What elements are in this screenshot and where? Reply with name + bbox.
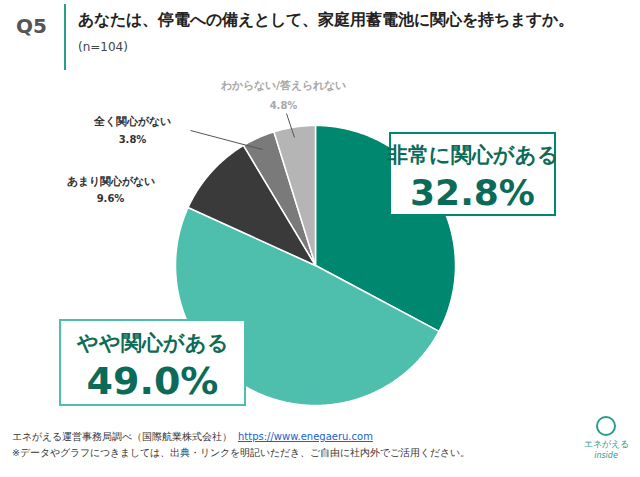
svg-text:全く関心がない: 全く関心がない (93, 115, 171, 128)
svg-text:やや関心がある: やや関心がある (76, 331, 229, 355)
html-text:エネがえる運営事務局調べ（国際航業株式会社）: エネがえる運営事務局調べ（国際航業株式会社） (12, 431, 232, 442)
svg-text:9.6%: 9.6% (97, 193, 125, 204)
html-text:※データやグラフにつきましては、出典・リンクを明記いただき、: ※データやグラフにつきましては、出典・リンクを明記いただき、ご自由に社内外でご活… (12, 447, 470, 458)
svg-text:49.0%: 49.0% (87, 359, 219, 403)
html-text:inside: inside (594, 451, 618, 460)
svg-text:あまり関心がない: あまり関心がない (67, 175, 155, 188)
svg-text:32.8%: 32.8% (410, 172, 535, 213)
html-text:https://www.enegaeru.com: https://www.enegaeru.com (238, 431, 373, 442)
html-text:あなたは、停電への備えとして、家庭用蓄電池に関心を持ちますか: あなたは、停電への備えとして、家庭用蓄電池に関心を持ちますか。 (78, 10, 574, 29)
html-text:Q5: Q5 (16, 14, 47, 38)
svg-text:4.8%: 4.8% (270, 100, 298, 111)
svg-text:非常に関心がある: 非常に関心がある (386, 143, 559, 167)
svg-text:わからない/答えられない: わからない/答えられない (220, 79, 346, 92)
html-text:エネがえる: エネがえる (583, 439, 629, 449)
html-text:(n=104): (n=104) (78, 40, 128, 54)
svg-text:3.8%: 3.8% (119, 134, 147, 145)
